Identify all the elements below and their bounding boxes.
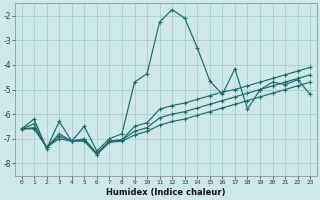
- X-axis label: Humidex (Indice chaleur): Humidex (Indice chaleur): [106, 188, 226, 197]
